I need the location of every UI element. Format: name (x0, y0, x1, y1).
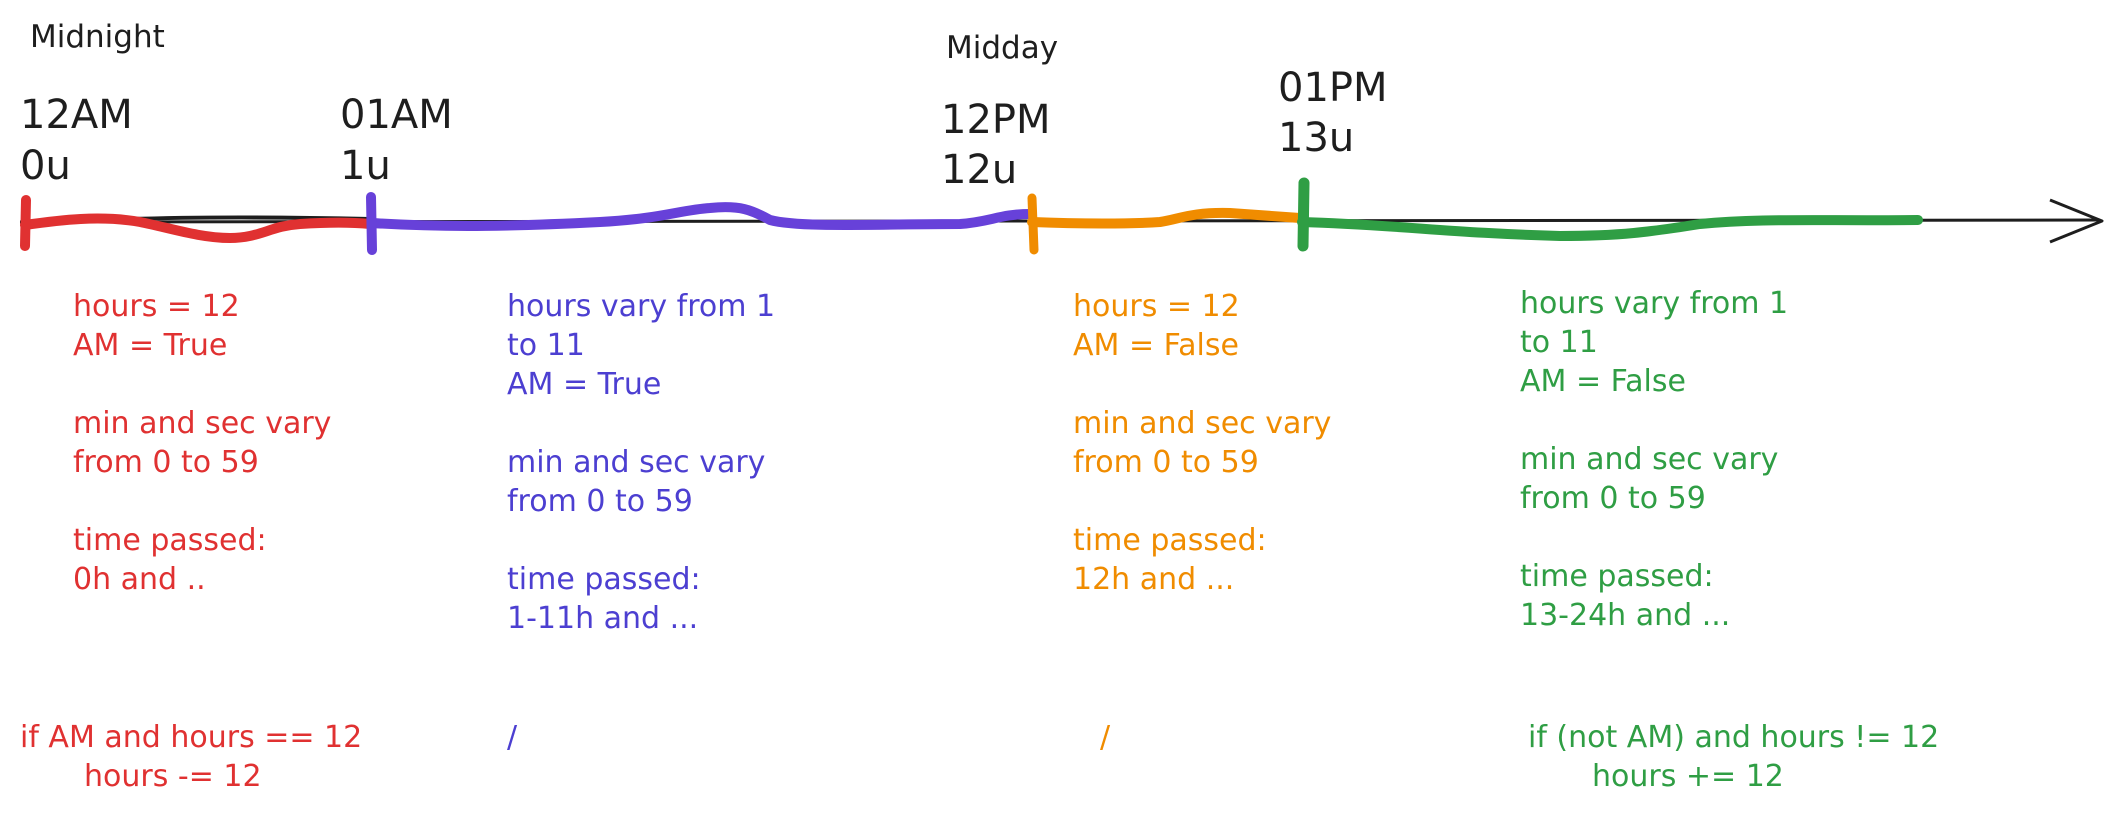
note-orange-hours: hours = 12 (1073, 289, 1240, 324)
note-red-vary2: from 0 to 59 (73, 445, 259, 480)
tick-01pm (1297, 177, 1310, 252)
rule-purple: / (507, 718, 517, 757)
note-green-am: AM = False (1520, 364, 1686, 399)
label-01pm-hour: 13u (1278, 115, 1355, 161)
note-purple: hours vary from 1 to 11 AM = True min an… (507, 287, 775, 638)
label-12am-time: 12AM (20, 92, 133, 138)
note-red-am: AM = True (73, 328, 228, 363)
rule-green-line2: hours += 12 (1592, 759, 1784, 794)
segment-orange (1027, 207, 1305, 229)
tick-12am (20, 195, 31, 251)
note-purple-vary2: from 0 to 59 (507, 484, 693, 519)
label-midday: Midday (946, 30, 1059, 66)
note-purple-am: AM = True (507, 367, 662, 402)
label-01am-time: 01AM (340, 92, 453, 138)
note-green-hours2: to 11 (1520, 325, 1598, 360)
label-01am-hour: 1u (340, 143, 391, 189)
note-green-hours1: hours vary from 1 (1520, 286, 1789, 321)
label-12am-hour: 0u (20, 143, 71, 189)
segment-green (1297, 215, 1923, 242)
label-12pm-time: 12PM (941, 97, 1051, 143)
note-red-passed1: time passed: (73, 523, 267, 558)
note-purple-hours2: to 11 (507, 328, 585, 363)
rule-orange: / (1100, 718, 1110, 757)
note-green: hours vary from 1 to 11 AM = False min a… (1520, 284, 1788, 635)
note-orange-vary2: from 0 to 59 (1073, 445, 1259, 480)
segment-red (20, 213, 375, 244)
note-red-hours: hours = 12 (73, 289, 240, 324)
note-purple-passed1: time passed: (507, 562, 701, 597)
note-red: hours = 12 AM = True min and sec vary fr… (73, 287, 331, 599)
tick-12pm (1027, 193, 1039, 255)
rule-red: if AM and hours == 12 hours -= 12 (20, 718, 362, 796)
note-red-vary1: min and sec vary (73, 406, 332, 441)
rule-green-line1: if (not AM) and hours != 12 (1528, 720, 1940, 755)
label-01pm-time: 01PM (1278, 65, 1388, 111)
note-purple-passed2: 1-11h and ... (507, 601, 699, 636)
note-green-passed1: time passed: (1520, 559, 1714, 594)
rule-green: if (not AM) and hours != 12 hours += 12 (1528, 718, 1939, 796)
rule-red-line1: if AM and hours == 12 (20, 720, 363, 755)
rule-orange-line: / (1100, 720, 1111, 755)
note-orange: hours = 12 AM = False min and sec vary f… (1073, 287, 1331, 599)
note-orange-passed1: time passed: (1073, 523, 1267, 558)
note-red-passed2: 0h and .. (73, 562, 206, 597)
note-green-vary2: from 0 to 59 (1520, 481, 1706, 516)
note-orange-am: AM = False (1073, 328, 1239, 363)
rule-purple-line: / (507, 720, 518, 755)
note-purple-hours1: hours vary from 1 (507, 289, 776, 324)
tick-01am (366, 192, 377, 255)
segment-purple (367, 202, 1037, 231)
note-green-vary1: min and sec vary (1520, 442, 1779, 477)
note-orange-vary1: min and sec vary (1073, 406, 1332, 441)
note-purple-vary1: min and sec vary (507, 445, 766, 480)
note-orange-passed2: 12h and ... (1073, 562, 1235, 597)
label-midnight: Midnight (30, 19, 165, 55)
timeline-arrow-head (2049, 198, 2104, 244)
label-12pm-hour: 12u (941, 147, 1018, 193)
note-green-passed2: 13-24h and ... (1520, 598, 1731, 633)
rule-red-line2: hours -= 12 (84, 759, 262, 794)
